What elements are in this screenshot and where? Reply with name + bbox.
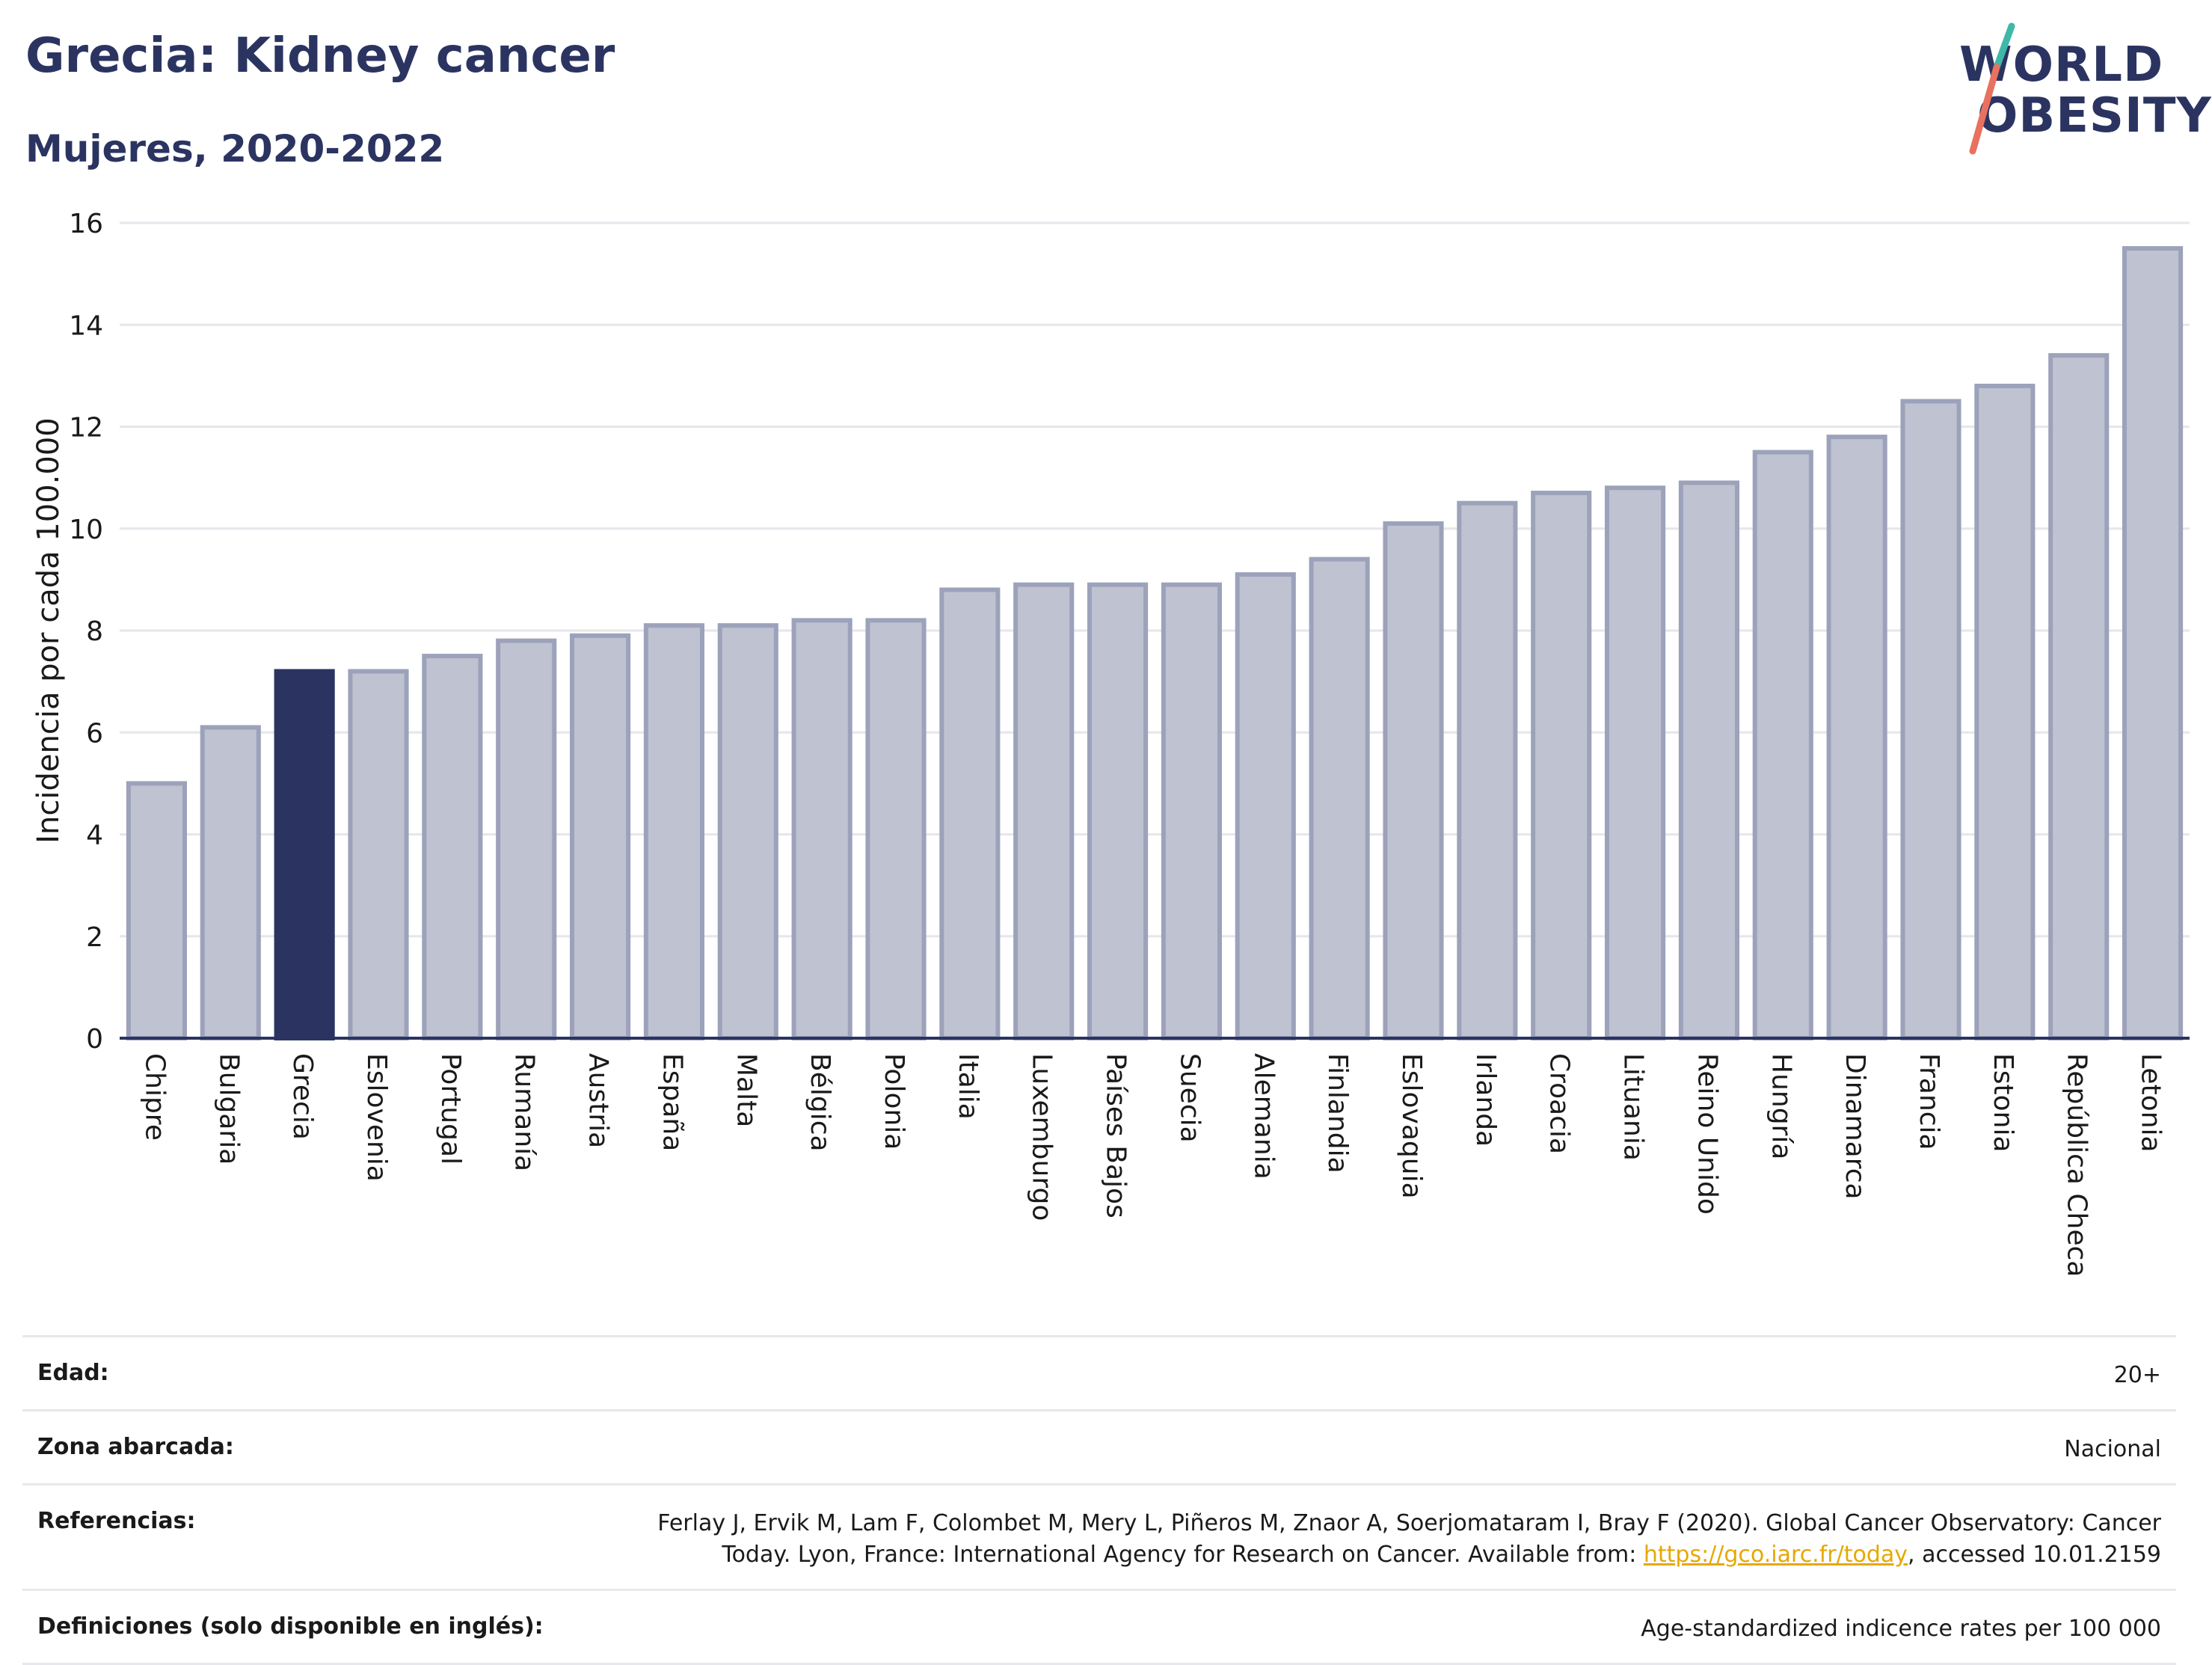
bar-francia <box>1900 399 1961 1040</box>
info-value: Age-standardized indicence rates per 100… <box>1641 1616 2161 1642</box>
x-tick-label: Países Bajos <box>1101 1053 1131 1218</box>
info-label: Edad: <box>37 1360 109 1386</box>
bar-rumanía <box>496 638 557 1040</box>
info-row-edad: Edad: 20+ <box>22 1335 2176 1409</box>
bar-luxemburgo <box>1013 582 1075 1040</box>
y-tick-label: 14 <box>69 310 103 341</box>
x-tick-labels: Chipre Bulgaria Grecia Eslovenia Portugal Rum… <box>139 1053 2166 1277</box>
bar-lituania <box>1605 485 1666 1040</box>
x-tick-label: Bélgica <box>805 1053 835 1152</box>
y-tick-label: 8 <box>86 616 103 647</box>
logo-word-obesity: OBESITY <box>1977 88 2212 144</box>
bar-chart: 0 2 4 6 8 10 12 14 16 Chipre Bulgaria Grecia Eslove… <box>31 209 2190 1277</box>
info-value: 20+ <box>2113 1362 2161 1388</box>
x-tick-label: Eslovenia <box>361 1053 392 1182</box>
bar-polonia <box>865 618 927 1040</box>
bar-italia <box>939 587 1001 1040</box>
bar-irlanda <box>1457 500 1518 1040</box>
bar-españa <box>643 623 704 1040</box>
info-label: Definiciones (solo disponible en inglés)… <box>37 1613 544 1640</box>
bar-eslovenia <box>348 669 409 1040</box>
chart-title: Grecia: Kidney cancer <box>25 28 615 84</box>
info-label: Referencias: <box>37 1508 196 1534</box>
y-tick-label: 10 <box>69 515 103 545</box>
y-axis-label: Incidencia por cada 100.000 <box>31 417 66 844</box>
y-tick-label: 2 <box>86 922 103 953</box>
x-tick-label: Finlandia <box>1322 1053 1353 1174</box>
chart-subtitle: Mujeres, 2020-2022 <box>25 127 445 171</box>
reference-text: Ferlay J, Ervik M, Lam F, Colombet M, Me… <box>657 1510 2161 1568</box>
x-tick-label: Suecia <box>1174 1053 1205 1143</box>
bar-hungría <box>1752 450 1813 1040</box>
x-tick-label: Grecia <box>287 1053 318 1140</box>
x-tick-label: Polonia <box>879 1053 909 1150</box>
info-row-zona: Zona abarcada: Nacional <box>22 1409 2176 1483</box>
x-tick-label: Austria <box>583 1053 614 1148</box>
bar-portugal <box>422 654 483 1040</box>
bar-letonia <box>2122 246 2184 1040</box>
bar-países-bajos <box>1087 582 1149 1040</box>
x-tick-label: Portugal <box>435 1053 466 1165</box>
bar-estonia <box>1974 384 2036 1040</box>
x-tick-label: Estonia <box>1988 1053 2018 1153</box>
x-tick-label: Dinamarca <box>1840 1053 1870 1200</box>
bar-república-checa <box>2048 353 2110 1040</box>
y-tick-label: 12 <box>69 413 103 444</box>
bar-croacia <box>1531 491 1592 1040</box>
info-value: Nacional <box>2064 1436 2161 1462</box>
bar-finlandia <box>1309 556 1370 1040</box>
bar-chipre <box>126 781 187 1040</box>
bar-bulgaria <box>200 725 261 1040</box>
y-tick-label: 6 <box>86 718 103 749</box>
bar-reino-unido <box>1678 480 1739 1040</box>
bar-bélgica <box>791 618 852 1040</box>
reference-link[interactable]: https://gco.iarc.fr/today <box>1643 1542 1908 1568</box>
x-tick-label: España <box>657 1053 687 1151</box>
x-tick-label: Luxemburgo <box>1027 1053 1057 1221</box>
x-tick-label: Reino Unido <box>1692 1053 1722 1215</box>
x-tick-label: Lituania <box>1618 1053 1649 1161</box>
bar-dinamarca <box>1826 435 1887 1040</box>
info-label: Zona abarcada: <box>37 1434 234 1460</box>
x-tick-label: República Checa <box>2062 1053 2092 1277</box>
x-tick-label: Chipre <box>139 1053 170 1141</box>
bars <box>126 246 2184 1040</box>
info-table: Edad: 20+ Zona abarcada: Nacional Refere… <box>22 1335 2176 1665</box>
bar-malta <box>717 623 778 1040</box>
x-tick-label: Bulgaria <box>213 1053 244 1165</box>
info-row-referencias: Referencias: Ferlay J, Ervik M, Lam F, C… <box>22 1483 2176 1589</box>
x-tick-label: Irlanda <box>1470 1053 1501 1147</box>
y-tick-label: 16 <box>69 209 103 239</box>
reference-accessed: , accessed 10.01.2159 <box>1908 1542 2161 1568</box>
y-tick-labels: 0 2 4 6 8 10 12 14 16 <box>69 209 103 1055</box>
bar-eslovaquia <box>1383 521 1444 1040</box>
x-tick-label: Hungría <box>1766 1053 1796 1159</box>
bar-alemania <box>1235 572 1296 1040</box>
info-value: Ferlay J, Ervik M, Lam F, Colombet M, Me… <box>591 1508 2161 1571</box>
x-tick-label: Francia <box>1914 1053 1944 1150</box>
bar-austria <box>570 633 631 1040</box>
world-obesity-logo: WORLD OBESITY <box>1944 22 2211 157</box>
bar-suecia <box>1161 582 1222 1040</box>
y-tick-label: 0 <box>86 1024 103 1055</box>
info-row-definiciones: Definiciones (solo disponible en inglés)… <box>22 1589 2176 1665</box>
x-tick-label: Eslovaquia <box>1396 1053 1427 1199</box>
bar-grecia <box>274 669 335 1040</box>
y-tick-label: 4 <box>86 821 103 851</box>
x-tick-label: Malta <box>731 1053 761 1127</box>
x-tick-label: Croacia <box>1544 1053 1575 1154</box>
x-tick-label: Alemania <box>1248 1053 1279 1180</box>
logo-slash-icon <box>1969 22 2015 155</box>
x-tick-label: Letonia <box>2136 1053 2166 1153</box>
x-tick-label: Italia <box>953 1053 983 1120</box>
x-tick-label: Rumanía <box>509 1053 540 1171</box>
